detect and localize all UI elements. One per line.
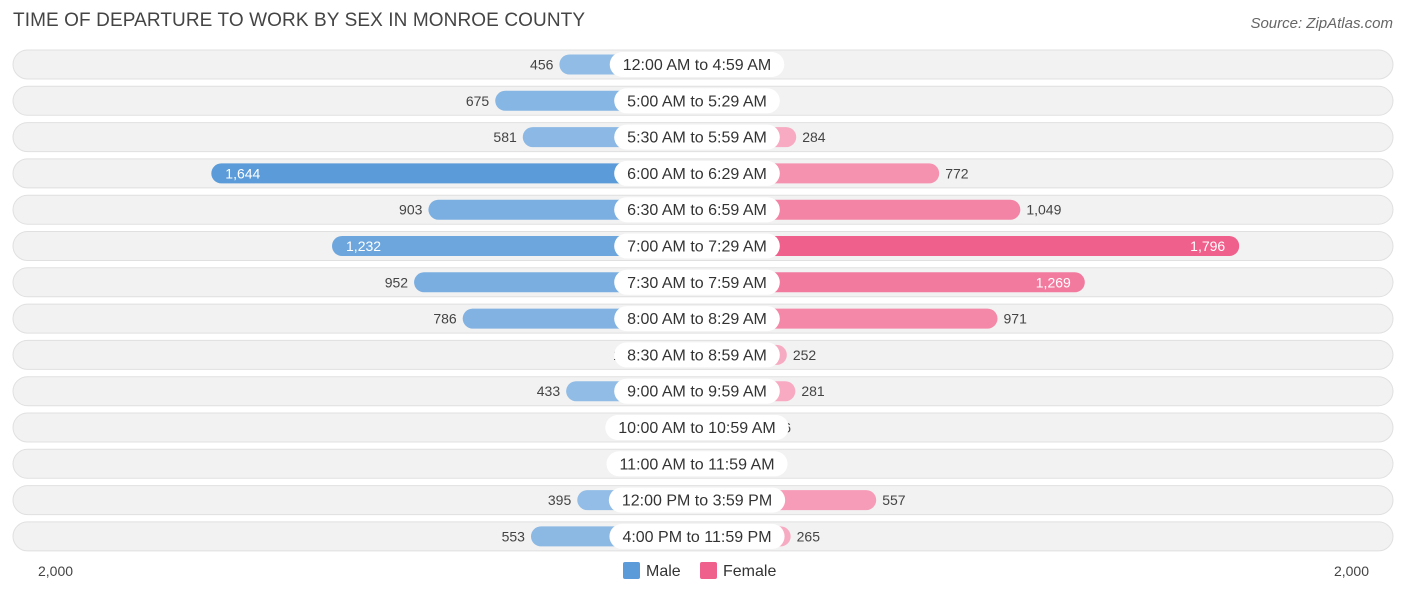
bar-female [703, 199, 1021, 220]
category-label: 5:30 AM to 5:59 AM [627, 130, 767, 147]
value-label-male: 952 [385, 274, 409, 290]
chart-title: TIME OF DEPARTURE TO WORK BY SEX IN MONR… [13, 10, 586, 31]
category-pill [614, 88, 780, 114]
category-label: 12:00 AM to 4:59 AM [623, 57, 772, 74]
category-pill [609, 523, 785, 549]
value-label-female: 284 [802, 129, 826, 145]
value-label-male: 395 [548, 492, 572, 508]
legend: Male Female [623, 562, 776, 580]
category-label: 4:00 PM to 11:59 PM [622, 529, 771, 546]
category-pill [606, 451, 788, 477]
legend-swatch-female [700, 562, 717, 579]
value-label-female: 971 [1004, 311, 1028, 327]
category-label: 8:00 AM to 8:29 AM [627, 311, 767, 328]
value-label-male: 1,644 [225, 165, 260, 181]
category-pill [609, 52, 785, 77]
axis-max-label: 2,000 [1334, 563, 1369, 579]
category-label: 7:30 AM to 7:59 AM [627, 275, 767, 292]
category-pill [614, 233, 780, 259]
category-pill [614, 124, 780, 150]
value-label-male: 456 [530, 57, 554, 73]
category-pill [614, 269, 780, 295]
value-label-male: 903 [399, 202, 423, 218]
value-label-male: 433 [537, 383, 561, 399]
chart-rows: 4568412:00 AM to 4:59 AM6751295:00 AM to… [12, 49, 1394, 552]
legend-label-male: Male [646, 563, 681, 580]
legend-label-female: Female [723, 563, 776, 580]
value-label-female: 1,796 [1190, 238, 1225, 254]
legend-swatch-male [623, 562, 640, 579]
value-label-female: 265 [797, 528, 821, 544]
chart-source: Source: ZipAtlas.com [1250, 15, 1393, 32]
category-pill [614, 197, 780, 223]
bar-male [332, 236, 703, 256]
bar-female [703, 272, 1085, 293]
bar-female [703, 236, 1240, 256]
value-label-female: 1,049 [1026, 202, 1061, 218]
category-pill [614, 342, 780, 368]
category-pill [605, 415, 789, 440]
bar-male [211, 163, 704, 184]
value-label-male: 581 [493, 129, 517, 145]
category-label: 7:00 AM to 7:29 AM [627, 239, 767, 256]
axis-min-label: 2,000 [38, 563, 73, 579]
value-label-female: 772 [945, 165, 969, 181]
value-label-female: 1,269 [1036, 274, 1071, 290]
category-pill [614, 306, 780, 332]
category-label: 6:30 AM to 6:59 AM [627, 202, 767, 219]
category-label: 5:00 AM to 5:29 AM [627, 93, 767, 110]
category-pill [614, 378, 780, 404]
value-label-male: 1,232 [346, 238, 381, 254]
category-label: 6:00 AM to 6:29 AM [627, 166, 767, 183]
category-label: 11:00 AM to 11:59 AM [619, 456, 774, 473]
category-label: 10:00 AM to 10:59 AM [618, 420, 775, 437]
value-label-female: 557 [882, 492, 906, 508]
value-label-female: 252 [793, 347, 817, 363]
category-label: 12:00 PM to 3:59 PM [622, 493, 772, 510]
category-pill [608, 487, 786, 513]
category-label: 8:30 AM to 8:59 AM [627, 347, 767, 364]
value-label-male: 786 [433, 311, 457, 327]
category-label: 9:00 AM to 9:59 AM [627, 384, 767, 401]
value-label-female: 281 [801, 383, 825, 399]
category-pill [614, 160, 780, 186]
value-label-male: 553 [502, 528, 526, 544]
value-label-male: 675 [466, 93, 490, 109]
